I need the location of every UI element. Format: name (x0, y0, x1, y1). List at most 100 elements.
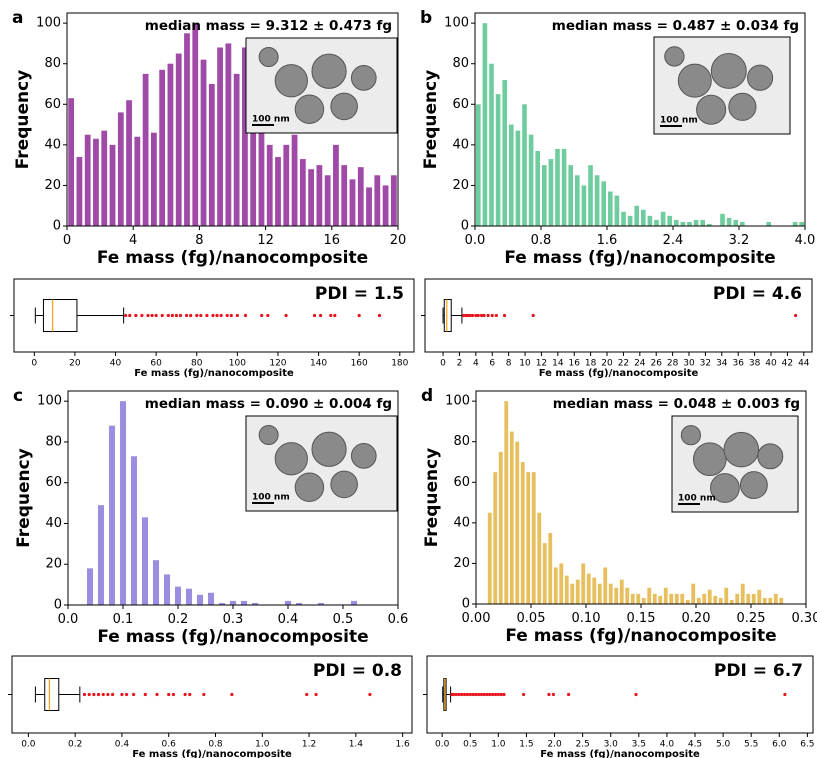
scale-label: 100 nm (252, 493, 290, 503)
x-tick-label: 3.5 (632, 740, 646, 750)
bar (150, 132, 157, 226)
y-tick-label: 20 (45, 557, 62, 572)
x-tick-label: 6.0 (772, 740, 787, 750)
bar (515, 441, 520, 604)
outlier (101, 692, 105, 697)
outlier (188, 692, 192, 697)
bar (233, 73, 240, 226)
outlier (333, 313, 337, 318)
outlier (502, 313, 507, 318)
outlier (522, 692, 526, 697)
outlier (486, 313, 490, 318)
bar (152, 560, 160, 605)
x-tick-label: 18 (585, 359, 597, 369)
bar (526, 472, 531, 604)
outlier (634, 692, 638, 697)
particle (757, 443, 784, 470)
outlier (494, 313, 498, 318)
bar (654, 219, 659, 226)
particle (274, 64, 308, 98)
bar (555, 148, 560, 226)
bar (792, 221, 798, 226)
outlier (531, 313, 535, 318)
bar (740, 583, 745, 604)
outlier (329, 313, 333, 318)
bar (669, 593, 674, 604)
outlier (266, 313, 270, 318)
bar (687, 221, 692, 226)
outlier (195, 313, 199, 318)
bar (542, 543, 547, 604)
bar (564, 575, 569, 604)
outlier (170, 313, 174, 318)
particle (330, 470, 358, 499)
particle (294, 472, 325, 502)
particle (680, 425, 702, 446)
particle (294, 94, 325, 124)
y-tick-label: 60 (452, 97, 469, 112)
y-tick-label: 100 (445, 394, 470, 409)
particle (728, 92, 757, 121)
x-tick-label: 5.0 (716, 740, 731, 750)
x-tick-label: 40 (110, 359, 122, 369)
bar (284, 600, 292, 605)
bar (718, 597, 723, 604)
bar (498, 451, 503, 604)
x-tick-label: 1.0 (491, 740, 506, 750)
bar (240, 600, 248, 605)
outlier (229, 313, 233, 318)
bar (258, 88, 265, 226)
bar (97, 505, 105, 605)
bar (266, 144, 273, 226)
outlier (128, 313, 132, 318)
x-tick-label: 28 (667, 359, 679, 369)
bar (520, 462, 525, 604)
bar (607, 191, 613, 226)
x-tick-label: 3.2 (729, 233, 750, 248)
bar (757, 589, 762, 604)
bar (581, 185, 587, 226)
x-tick-label: 0.4 (115, 740, 130, 750)
x-tick-label: 2 (457, 359, 463, 369)
x-tick-label: 22 (618, 359, 629, 369)
bar (751, 593, 756, 604)
bar (218, 602, 226, 605)
pdi-label: PDI = 1.5 (315, 284, 404, 304)
bar (537, 512, 542, 604)
y-tick-label: 80 (453, 434, 470, 449)
outlier (82, 692, 87, 697)
bar (541, 165, 547, 226)
x-tick-label: 0.0 (21, 740, 36, 750)
bar (291, 134, 298, 226)
x-tick-label: 4 (129, 233, 137, 248)
bar (142, 73, 149, 226)
bar (184, 33, 190, 227)
y-tick-label: 20 (44, 178, 61, 193)
bar (509, 431, 514, 604)
panel-label: d (421, 386, 433, 406)
outlier (502, 692, 506, 697)
x-tick-label: 44 (798, 359, 810, 369)
pdi-label: PDI = 4.6 (713, 284, 802, 304)
x-tick-label: 26 (650, 359, 662, 369)
x-tick-label: 0.5 (333, 612, 354, 627)
x-tick-label: 160 (351, 359, 368, 369)
outlier (155, 692, 159, 697)
x-tick-label: 42 (782, 359, 793, 369)
x-tick-label: 0.5 (463, 740, 477, 750)
particle (677, 63, 712, 98)
particle (274, 442, 308, 476)
bar (295, 602, 303, 605)
outlier (463, 692, 467, 697)
y-axis-label: Frequency (422, 448, 442, 548)
outlier (87, 692, 91, 697)
particle (350, 65, 377, 91)
particle (311, 431, 347, 467)
bar (208, 84, 215, 226)
outlier (451, 692, 456, 697)
pdi-label: PDI = 6.7 (714, 661, 803, 681)
x-tick-label: 80 (191, 359, 203, 369)
x-axis-label: Fe mass (fg)/nanocomposite (505, 626, 776, 646)
x-tick-label: 0.0 (465, 233, 486, 248)
